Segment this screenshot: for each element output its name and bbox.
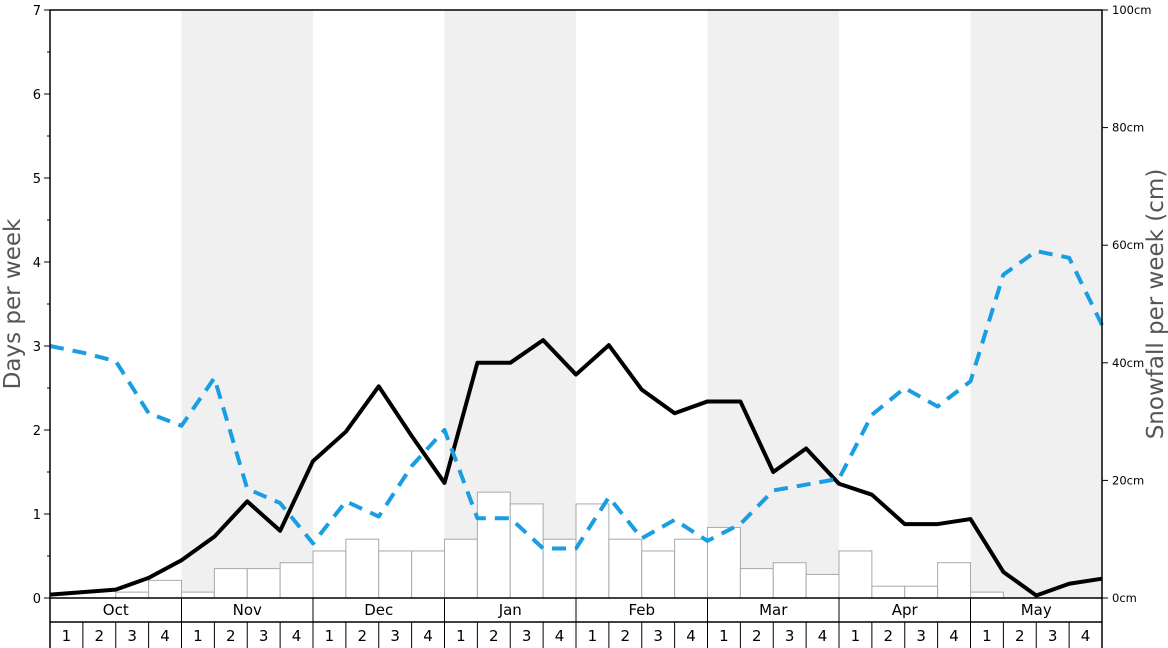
week-label: 1 [982,627,992,645]
snowfall-bar [674,538,708,599]
week-label: 2 [226,627,236,645]
snowfall-bar [246,568,281,599]
snowfall-bar [509,503,544,599]
month-label-nov: Nov [233,601,262,619]
week-label: 1 [62,627,72,645]
snowfall-bar [312,550,347,599]
snowfall-bar [608,538,643,599]
week-label: 4 [1081,627,1091,645]
week-label: 1 [719,627,729,645]
week-label: 1 [456,627,466,645]
week-label: 3 [1048,627,1058,645]
week-label: 4 [292,627,302,645]
snowfall-bar [772,562,807,599]
snowfall-bar [575,503,610,599]
snowfall-bar [279,562,314,599]
month-label-oct: Oct [103,601,129,619]
snowfall-bar [970,591,1004,599]
week-label: 4 [686,627,696,645]
snowfall-bar [213,568,248,599]
snowfall-bar [805,573,840,599]
snowfall-bar [411,550,445,599]
week-label: 2 [752,627,762,645]
snowfall-bar [444,538,478,599]
week-label: 1 [588,627,598,645]
shade-nov [181,10,313,598]
week-label: 1 [193,627,203,645]
shade-mar [707,10,839,598]
week-label: 4 [423,627,433,645]
week-label: 2 [1015,627,1025,645]
week-label: 2 [621,627,631,645]
left-tick-label: 1 [33,508,41,523]
week-label: 2 [358,627,368,645]
snowfall-bar [148,579,182,599]
solid-series-line [49,338,1103,598]
week-label: 3 [127,627,137,645]
week-label: 4 [818,627,828,645]
right-axis-title: Snowfall per week (cm) [1143,169,1168,440]
shade-may [970,10,1102,598]
axis-labels: Days per week Snowfall per week (cm) [0,169,1168,440]
right-tick-label: 20cm [1112,473,1144,487]
month-label-dec: Dec [364,601,393,619]
left-tick-label: 7 [33,4,41,19]
month-axis: Oct 1 2 3 4 Nov 1 2 3 4 Dec 1 2 3 4 Jan 1 2 3 4 Feb 1 2 3 4 Mar 1 2… [49,598,1103,648]
left-tick-label: 2 [33,424,41,439]
month-label-feb: Feb [628,601,655,619]
week-label: 2 [489,627,499,645]
week-label: 3 [785,627,795,645]
week-label: 1 [851,627,861,645]
snowfall-bar [181,591,215,599]
week-label: 4 [555,627,565,645]
left-tick-label: 5 [33,172,41,187]
week-label: 3 [653,627,663,645]
snowfall-bar [378,550,413,599]
month-shading [181,10,1102,598]
month-label-may: May [1021,601,1052,619]
snowfall-bar [937,562,971,599]
snowfall-bar [904,585,939,599]
week-label: 3 [916,627,926,645]
week-label: 3 [390,627,400,645]
right-tick-label: 60cm [1112,238,1144,252]
snowfall-bar [739,568,774,599]
right-tick-label: 0cm [1112,591,1137,605]
snowfall-bar [641,550,676,599]
left-tick-label: 4 [33,256,41,271]
snowfall-bar [115,591,150,599]
right-tick-label: 40cm [1112,356,1144,370]
month-label-apr: Apr [892,601,919,619]
snowfall-bar [476,491,511,599]
axes: 0 1 2 3 4 5 6 7 0cm 20cm 40cm 60cm 80cm 100cm [33,3,1152,607]
month-label-jan: Jan [498,601,522,619]
left-tick-label: 0 [33,592,41,607]
left-tick-label: 3 [33,340,41,355]
week-label: 2 [884,627,894,645]
week-label: 1 [325,627,335,645]
right-tick-label: 80cm [1112,121,1144,135]
left-tick-label: 6 [33,88,41,103]
month-label-mar: Mar [759,601,788,619]
series-lines [49,249,1104,598]
week-label: 2 [95,627,105,645]
week-label: 4 [949,627,959,645]
snowfall-bar [871,585,906,599]
right-tick-label: 100cm [1112,3,1151,17]
week-label: 3 [259,627,269,645]
dashed-series-line [49,249,1104,551]
week-label: 3 [522,627,532,645]
left-axis-title: Days per week [0,218,26,389]
snowfall-bar [838,550,873,599]
snowfall-bar [345,538,380,599]
week-label: 4 [160,627,170,645]
